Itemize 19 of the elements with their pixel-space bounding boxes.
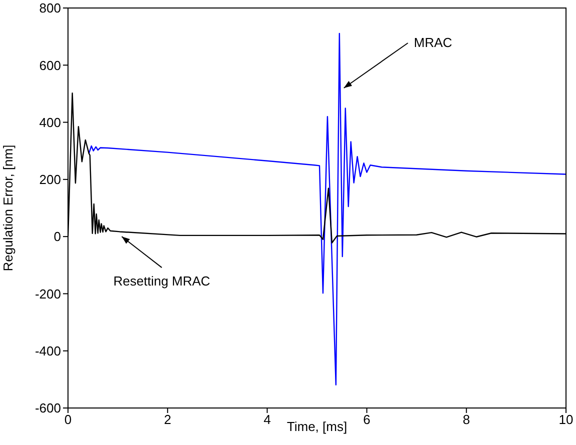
y-tick-label: 200 (39, 172, 61, 188)
annotation: MRAC (414, 35, 452, 50)
x-tick-label: 6 (363, 412, 370, 428)
x-tick-label: 2 (164, 412, 172, 428)
y-tick-label: -400 (34, 343, 61, 358)
x-tick-label: 0 (64, 412, 72, 428)
y-tick-label: 800 (39, 0, 61, 16)
y-tick-label: -200 (34, 286, 61, 302)
annotation: Resetting MRAC (113, 274, 210, 289)
line-series (88, 32, 566, 386)
y-tick-label: -600 (34, 400, 61, 416)
y-tick-label: 0 (54, 229, 61, 244)
y-axis-title: Regulation Error, [nm] (0, 144, 16, 272)
x-tick-label: 10 (558, 412, 574, 428)
y-tick-label: 600 (39, 58, 61, 73)
y-tick-label: 400 (39, 114, 61, 130)
x-tick-label: 8 (462, 412, 470, 428)
x-axis-title: Time, [ms] (286, 419, 348, 434)
x-tick-label: 4 (264, 412, 271, 428)
